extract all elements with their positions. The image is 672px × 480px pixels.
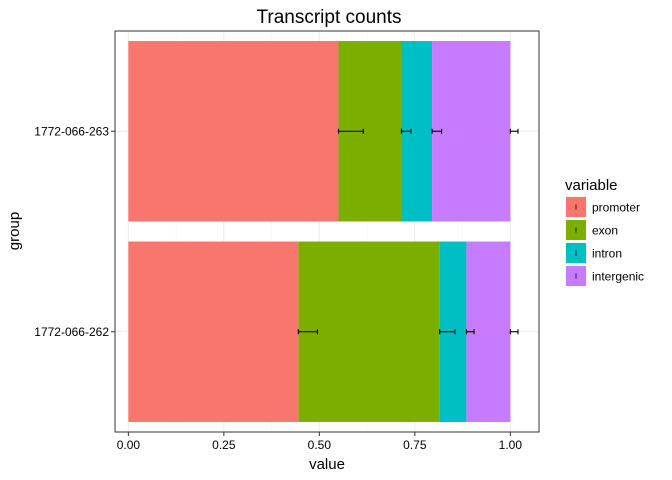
- legend-label: promoter: [592, 201, 640, 215]
- legend-title: variable: [565, 177, 618, 194]
- bar-promoter: [128, 41, 339, 222]
- error-bar-intron: [431, 128, 443, 134]
- legend-item-exon: exon: [564, 218, 618, 242]
- legend-item-promoter: promoter: [564, 195, 640, 219]
- plot-border: [114, 30, 540, 433]
- bar-exon: [298, 241, 440, 422]
- error-bar-intergenic: [509, 128, 519, 134]
- bar-promoter: [128, 241, 299, 422]
- x-tick-label: 0.50: [308, 438, 332, 452]
- error-bar-intron: [465, 329, 475, 335]
- error-bars: [297, 128, 519, 335]
- legend-item-intergenic: intergenic: [564, 264, 644, 288]
- error-bar-promoter: [297, 329, 319, 335]
- error-bar-exon: [439, 329, 456, 335]
- chart-title: Transcript counts: [256, 7, 401, 28]
- x-tick-label: 0.25: [212, 438, 236, 452]
- error-bar-intergenic: [509, 329, 519, 335]
- x-tick-label: 0.75: [403, 438, 427, 452]
- legend-keys: promoter exon intron intergenic: [564, 195, 644, 288]
- x-axis-title: value: [309, 456, 345, 473]
- y-axis-ticks: 1772-066-263 1772-066-262: [34, 124, 115, 339]
- legend: variable promoter exon intron intergenic: [564, 177, 644, 288]
- x-tick-label: 0.00: [117, 438, 141, 452]
- y-tick-label: 1772-066-263: [34, 124, 109, 138]
- legend-label: intergenic: [592, 270, 644, 284]
- bar-intergenic: [432, 41, 511, 222]
- y-tick-label: 1772-066-262: [34, 325, 109, 339]
- legend-item-intron: intron: [564, 241, 622, 265]
- error-bar-promoter: [337, 128, 364, 134]
- legend-label: intron: [592, 247, 622, 261]
- x-tick-label: 1.00: [499, 438, 523, 452]
- legend-label: exon: [592, 224, 618, 238]
- y-axis-title: group: [6, 212, 23, 250]
- error-bar-exon: [400, 128, 412, 134]
- x-axis-ticks: 0.00 0.25 0.50 0.75 1.00: [117, 432, 523, 452]
